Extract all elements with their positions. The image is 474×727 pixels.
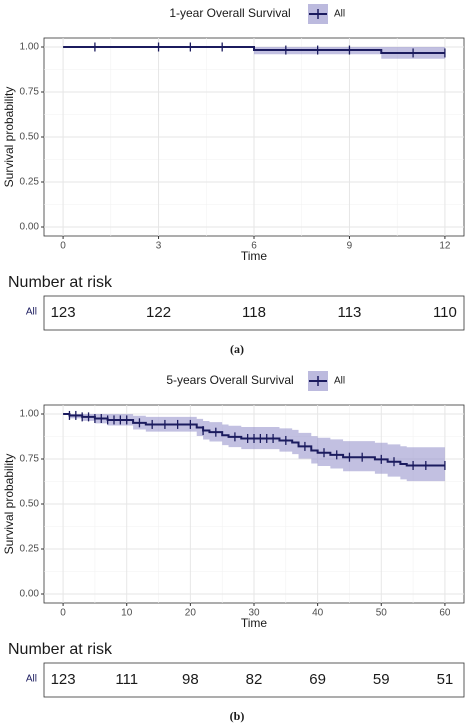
y-tick-label: 0.25 — [20, 544, 40, 555]
legend-label: All — [334, 9, 345, 20]
caption: (b) — [230, 709, 245, 723]
risk-count: 82 — [246, 671, 263, 688]
y-tick-label: 0.00 — [20, 222, 40, 233]
risk-count: 123 — [51, 304, 76, 321]
risk-count: 69 — [309, 671, 326, 688]
x-tick-label: 30 — [248, 608, 260, 619]
caption: (a) — [230, 342, 244, 356]
x-tick-label: 10 — [121, 608, 133, 619]
x-axis-label: Time — [241, 249, 268, 263]
x-tick-label: 60 — [439, 608, 451, 619]
risk-count: 51 — [437, 671, 454, 688]
x-tick-label: 40 — [312, 608, 324, 619]
x-tick-label: 50 — [376, 608, 388, 619]
risk-table-title: Number at risk — [8, 641, 113, 658]
risk-count: 111 — [115, 671, 138, 688]
risk-table-panel — [43, 295, 465, 331]
risk-count: 98 — [182, 671, 199, 688]
y-tick-label: 0.50 — [20, 499, 40, 510]
legend-label: All — [334, 376, 345, 387]
x-tick-label: 6 — [251, 241, 257, 252]
x-tick-label: 20 — [185, 608, 197, 619]
risk-strata-label: All — [26, 674, 37, 685]
risk-count: 123 — [51, 671, 76, 688]
y-tick-label: 0.00 — [20, 589, 40, 600]
x-tick-label: 3 — [156, 241, 162, 252]
y-tick-label: 0.75 — [20, 87, 40, 98]
risk-count: 122 — [146, 304, 171, 321]
risk-table-panel — [43, 662, 465, 698]
y-tick-label: 0.50 — [20, 132, 40, 143]
y-tick-label: 0.25 — [20, 177, 40, 188]
confidence-band — [63, 414, 445, 482]
y-tick-label: 1.00 — [20, 42, 40, 53]
x-tick-label: 9 — [347, 241, 353, 252]
y-axis-label: Survival probability — [2, 87, 16, 188]
x-tick-label: 0 — [60, 608, 66, 619]
y-axis-label: Survival probability — [2, 454, 16, 555]
risk-count: 110 — [433, 304, 457, 321]
risk-table-title: Number at risk — [8, 274, 113, 291]
y-tick-label: 0.75 — [20, 454, 40, 465]
y-tick-label: 1.00 — [20, 409, 40, 420]
x-tick-label: 12 — [439, 241, 451, 252]
chart-title: 5-years Overall Survival — [166, 373, 293, 387]
risk-strata-label: All — [26, 307, 37, 318]
x-tick-label: 0 — [60, 241, 66, 252]
x-axis-label: Time — [241, 616, 268, 630]
risk-count: 113 — [337, 304, 361, 321]
risk-count: 118 — [242, 304, 266, 321]
chart-title: 1-year Overall Survival — [169, 6, 290, 20]
risk-count: 59 — [373, 671, 390, 688]
